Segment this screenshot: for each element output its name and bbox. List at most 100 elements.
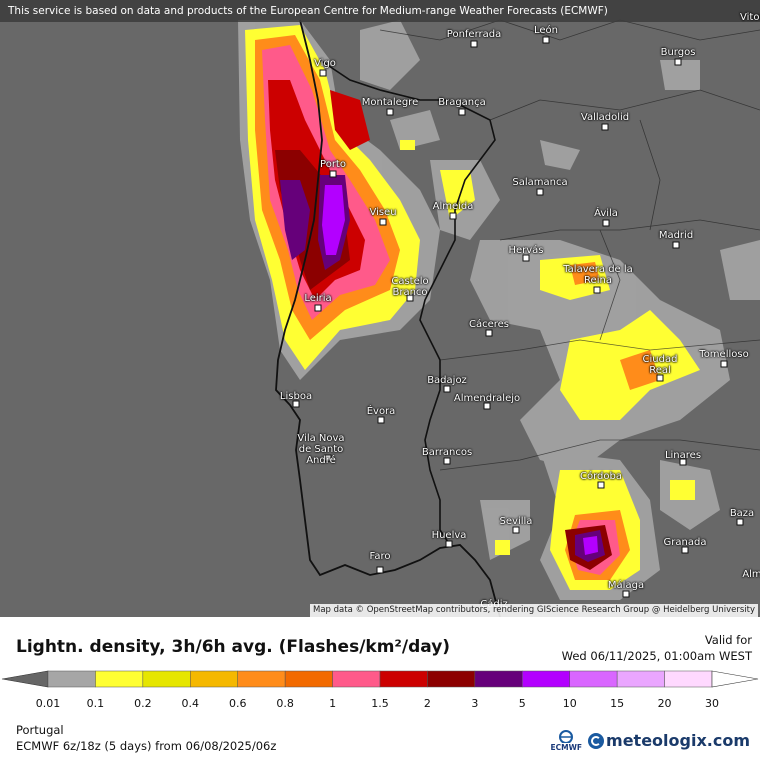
logos: ECMWF meteologix.com (551, 729, 750, 752)
city-dot (536, 188, 544, 196)
scale-tick-label: 0.4 (181, 697, 200, 710)
city-hervas: Hervás (508, 245, 544, 256)
city-sevilla: Sevilla (499, 516, 533, 527)
city-almendralejo: Almendralejo (453, 393, 521, 404)
scale-tick-label: 1 (329, 697, 337, 710)
city-dot (458, 108, 466, 116)
scale-swatch (522, 670, 570, 688)
city-salamanca: Salamanca (512, 177, 568, 188)
city-dot (542, 36, 550, 44)
city-granada: Granada (663, 537, 707, 548)
city-huelva: Huelva (431, 530, 467, 541)
city-dot (622, 590, 630, 598)
city-dot (324, 454, 332, 462)
city-valladolid: Valladolid (580, 112, 630, 123)
corner-city-label: Vitoria-G (740, 12, 760, 23)
scale-swatch (284, 670, 333, 688)
city-dot (602, 219, 610, 227)
city-dot (379, 218, 387, 226)
city-ponferrada: Ponferrada (446, 29, 502, 40)
city-almeida: Almeida (432, 201, 474, 212)
city-braganca: Bragança (438, 97, 486, 108)
city-linares: Linares (664, 450, 702, 461)
city-dot (406, 294, 414, 302)
city-caceres: Cáceres (468, 319, 510, 330)
city-tomelloso: Tomelloso (699, 349, 749, 360)
model-run-info: ECMWF 6z/18z (5 days) from 06/08/2025/06… (16, 739, 277, 753)
city-malaga: Málaga (607, 580, 645, 591)
scale-tick-label: 0.01 (35, 697, 61, 710)
scale-swatch (332, 670, 381, 688)
scale-swatch (664, 670, 713, 688)
scale-swatch (427, 670, 476, 688)
city-dot (386, 108, 394, 116)
city-barrancos: Barrancos (421, 447, 473, 458)
map-attribution[interactable]: Map data © OpenStreetMap contributors, r… (310, 604, 758, 617)
city-faro: Faro (369, 551, 391, 562)
scale-tick-label: 1.5 (371, 697, 389, 710)
coastline (275, 19, 501, 617)
city-dot (319, 69, 327, 77)
city-castelo-branco: Castelo Branco (391, 276, 429, 298)
scale-tick-label: 30 (705, 697, 719, 710)
scale-arrow-high (711, 670, 759, 688)
ecmwf-logo: ECMWF (550, 729, 583, 752)
city-dot (292, 400, 300, 408)
city-dot (314, 304, 322, 312)
ecmwf-logo-icon (559, 730, 574, 743)
scale-swatch (379, 670, 428, 688)
scale-swatch (95, 670, 144, 688)
city-dot (512, 526, 520, 534)
city-alm: Alm (742, 569, 760, 580)
scale-tick-label: 15 (610, 697, 625, 710)
city-dot (681, 546, 689, 554)
scale-swatch (474, 670, 523, 688)
city-baza: Baza (729, 508, 755, 519)
scale-swatch (237, 670, 286, 688)
city-viseu: Viseu (369, 207, 397, 218)
color-scale: 0.01 0.1 0.2 0.4 0.6 0.8 1 1.5 2 3 5 10 15 20 30 (0, 669, 760, 710)
scale-swatch (47, 670, 96, 688)
scale-tick-label: 0.1 (86, 697, 105, 710)
city-lisboa: Lisboa (279, 391, 313, 402)
city-dot (674, 58, 682, 66)
country-border (319, 59, 496, 546)
city-dot (443, 385, 451, 393)
city-dot (736, 518, 744, 526)
ecmwf-logo-text: ECMWF (550, 743, 583, 752)
scale-tick-label: 2 (423, 697, 431, 710)
city-leiria: Leiria (304, 293, 332, 304)
city-vila-nova: Vila Nova de Santo André (297, 433, 345, 466)
city-dot (470, 40, 478, 48)
scale-swatch (616, 670, 665, 688)
valid-label: Valid for (704, 633, 752, 647)
city-cordoba: Córdoba (580, 471, 622, 482)
city-dot (679, 458, 687, 466)
color-scale-bar (1, 670, 759, 688)
city-madrid: Madrid (658, 230, 694, 241)
scale-tick-label: 0.8 (276, 697, 294, 710)
city-ciudad-real: Ciudad Real (642, 354, 678, 376)
city-dot (377, 416, 385, 424)
scale-swatch (569, 670, 618, 688)
city-avila: Ávila (594, 208, 618, 219)
city-dot (449, 212, 457, 220)
city-badajoz: Badajoz (427, 375, 467, 386)
scale-tick-label: 5 (518, 697, 526, 710)
city-porto: Porto (320, 159, 346, 170)
city-burgos: Burgos (660, 47, 696, 58)
valid-time: Wed 06/11/2025, 01:00am WEST (561, 649, 752, 663)
lightning-map (238, 19, 760, 617)
region-borders (379, 19, 760, 471)
meteologix-logo-text: meteologix.com (606, 731, 750, 750)
legend-title: Lightn. density, 3h/6h avg. (Flashes/km²… (16, 637, 451, 657)
city-leon: León (533, 25, 559, 36)
meteologix-logo[interactable]: meteologix.com (588, 731, 750, 750)
map-area[interactable]: This service is based on data and produc… (0, 0, 760, 617)
scale-tick-label: 10 (562, 697, 577, 710)
city-vigo: Vigo (314, 58, 336, 69)
legend-panel: Lightn. density, 3h/6h avg. (Flashes/km²… (0, 617, 760, 760)
city-dot (656, 374, 664, 382)
city-dot (329, 170, 337, 178)
city-dot (597, 481, 605, 489)
